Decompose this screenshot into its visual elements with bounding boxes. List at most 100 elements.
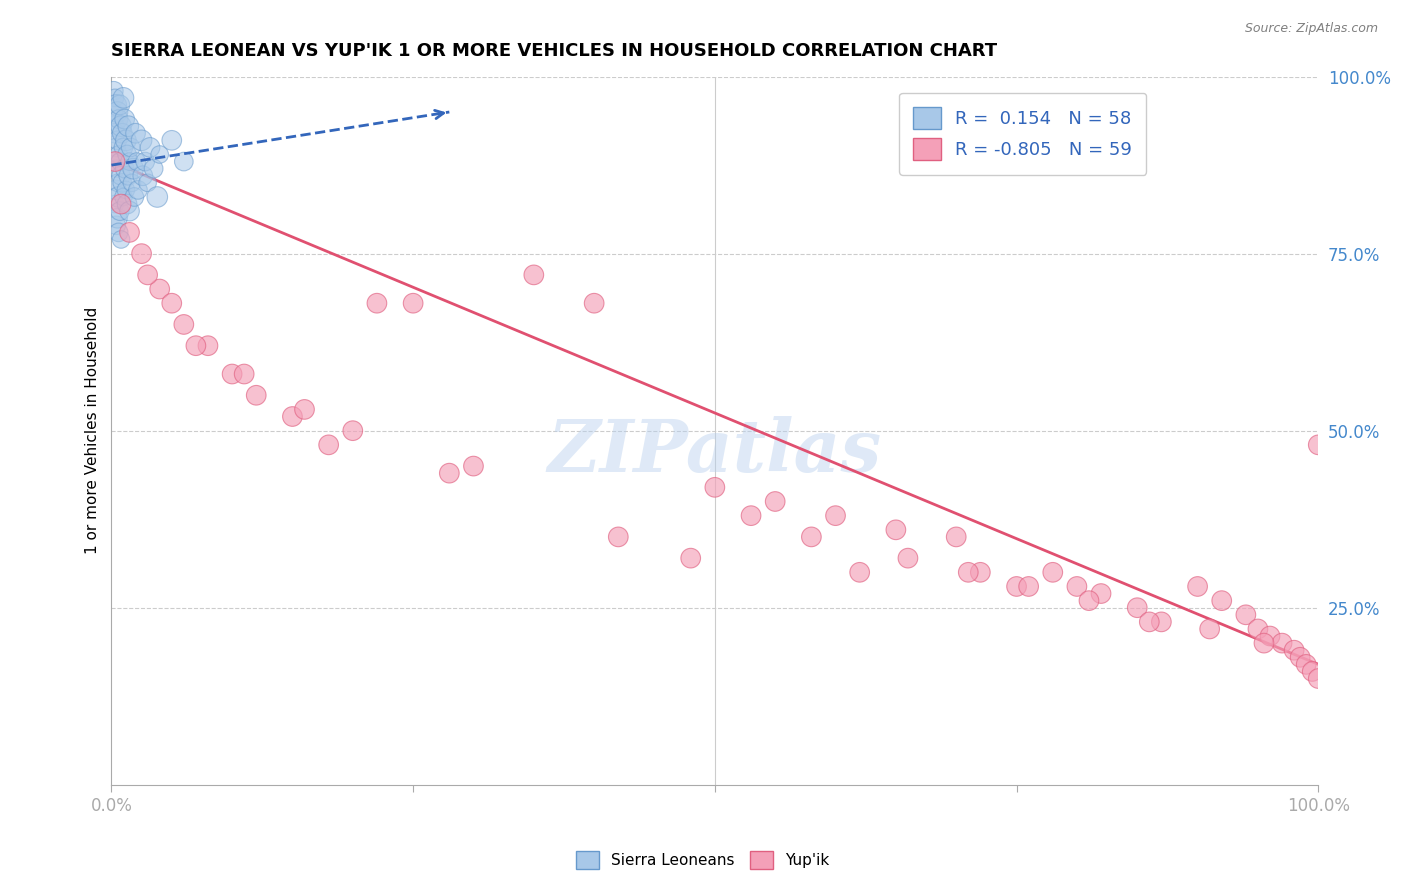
Point bbox=[118, 204, 141, 219]
Point bbox=[763, 494, 786, 508]
Text: SIERRA LEONEAN VS YUP'IK 1 OR MORE VEHICLES IN HOUSEHOLD CORRELATION CHART: SIERRA LEONEAN VS YUP'IK 1 OR MORE VEHIC… bbox=[111, 42, 997, 60]
Point bbox=[1005, 579, 1028, 593]
Point bbox=[112, 91, 135, 105]
Point bbox=[1137, 615, 1160, 629]
Point bbox=[118, 154, 141, 169]
Point bbox=[117, 119, 139, 133]
Point bbox=[108, 154, 131, 169]
Point bbox=[114, 161, 136, 176]
Point bbox=[1295, 657, 1317, 672]
Point bbox=[607, 530, 630, 544]
Legend: Sierra Leoneans, Yup'ik: Sierra Leoneans, Yup'ik bbox=[571, 845, 835, 875]
Point bbox=[110, 197, 132, 211]
Point bbox=[107, 226, 129, 240]
Point bbox=[197, 339, 219, 353]
Point bbox=[897, 551, 920, 566]
Point bbox=[402, 296, 425, 310]
Point bbox=[294, 402, 316, 417]
Point bbox=[121, 176, 143, 190]
Point bbox=[523, 268, 546, 282]
Point bbox=[107, 105, 129, 120]
Point bbox=[160, 133, 183, 147]
Point bbox=[120, 140, 142, 154]
Point bbox=[318, 438, 340, 452]
Point bbox=[112, 140, 135, 154]
Point bbox=[1042, 566, 1064, 580]
Point bbox=[1126, 600, 1149, 615]
Point bbox=[111, 176, 134, 190]
Point bbox=[1150, 615, 1173, 629]
Point bbox=[111, 126, 134, 140]
Point bbox=[112, 190, 135, 204]
Point bbox=[1282, 643, 1305, 657]
Point bbox=[1289, 650, 1312, 665]
Point bbox=[1198, 622, 1220, 636]
Point bbox=[149, 282, 172, 296]
Point bbox=[366, 296, 388, 310]
Point bbox=[105, 140, 128, 154]
Point bbox=[583, 296, 606, 310]
Point bbox=[132, 169, 155, 183]
Point bbox=[115, 183, 138, 197]
Point bbox=[114, 112, 136, 127]
Point bbox=[107, 133, 129, 147]
Point bbox=[1211, 593, 1233, 607]
Point bbox=[104, 197, 127, 211]
Point bbox=[110, 232, 132, 246]
Point bbox=[127, 183, 149, 197]
Point bbox=[1090, 586, 1112, 600]
Point bbox=[108, 98, 131, 112]
Point bbox=[1018, 579, 1040, 593]
Text: Source: ZipAtlas.com: Source: ZipAtlas.com bbox=[1244, 22, 1378, 36]
Point bbox=[142, 161, 165, 176]
Point bbox=[107, 211, 129, 226]
Point bbox=[1253, 636, 1275, 650]
Point bbox=[1187, 579, 1209, 593]
Point bbox=[884, 523, 907, 537]
Point bbox=[245, 388, 267, 402]
Point bbox=[1078, 593, 1101, 607]
Text: ZIPatlas: ZIPatlas bbox=[548, 417, 882, 487]
Point bbox=[342, 424, 364, 438]
Point bbox=[1247, 622, 1270, 636]
Point bbox=[136, 268, 159, 282]
Point bbox=[149, 147, 172, 161]
Point bbox=[115, 197, 138, 211]
Point bbox=[107, 112, 129, 127]
Point bbox=[107, 190, 129, 204]
Point bbox=[146, 190, 169, 204]
Point bbox=[134, 154, 156, 169]
Point bbox=[969, 566, 991, 580]
Point bbox=[1234, 607, 1257, 622]
Point bbox=[136, 176, 159, 190]
Point bbox=[1301, 665, 1323, 679]
Point bbox=[740, 508, 762, 523]
Point bbox=[105, 183, 128, 197]
Point bbox=[122, 161, 145, 176]
Legend: R =  0.154   N = 58, R = -0.805   N = 59: R = 0.154 N = 58, R = -0.805 N = 59 bbox=[898, 93, 1146, 175]
Point bbox=[125, 154, 148, 169]
Point bbox=[1271, 636, 1294, 650]
Point bbox=[1258, 629, 1281, 643]
Point bbox=[233, 367, 256, 381]
Point bbox=[703, 480, 725, 494]
Point bbox=[824, 508, 846, 523]
Point bbox=[110, 119, 132, 133]
Point bbox=[107, 176, 129, 190]
Point bbox=[104, 154, 127, 169]
Point bbox=[131, 246, 153, 260]
Point bbox=[139, 140, 162, 154]
Point bbox=[221, 367, 243, 381]
Point bbox=[1066, 579, 1088, 593]
Point bbox=[108, 204, 131, 219]
Point bbox=[184, 339, 207, 353]
Point bbox=[103, 119, 125, 133]
Point bbox=[800, 530, 823, 544]
Point bbox=[104, 154, 127, 169]
Point bbox=[281, 409, 304, 424]
Point bbox=[105, 161, 128, 176]
Point bbox=[110, 169, 132, 183]
Point bbox=[115, 147, 138, 161]
Point bbox=[101, 105, 124, 120]
Point bbox=[115, 133, 138, 147]
